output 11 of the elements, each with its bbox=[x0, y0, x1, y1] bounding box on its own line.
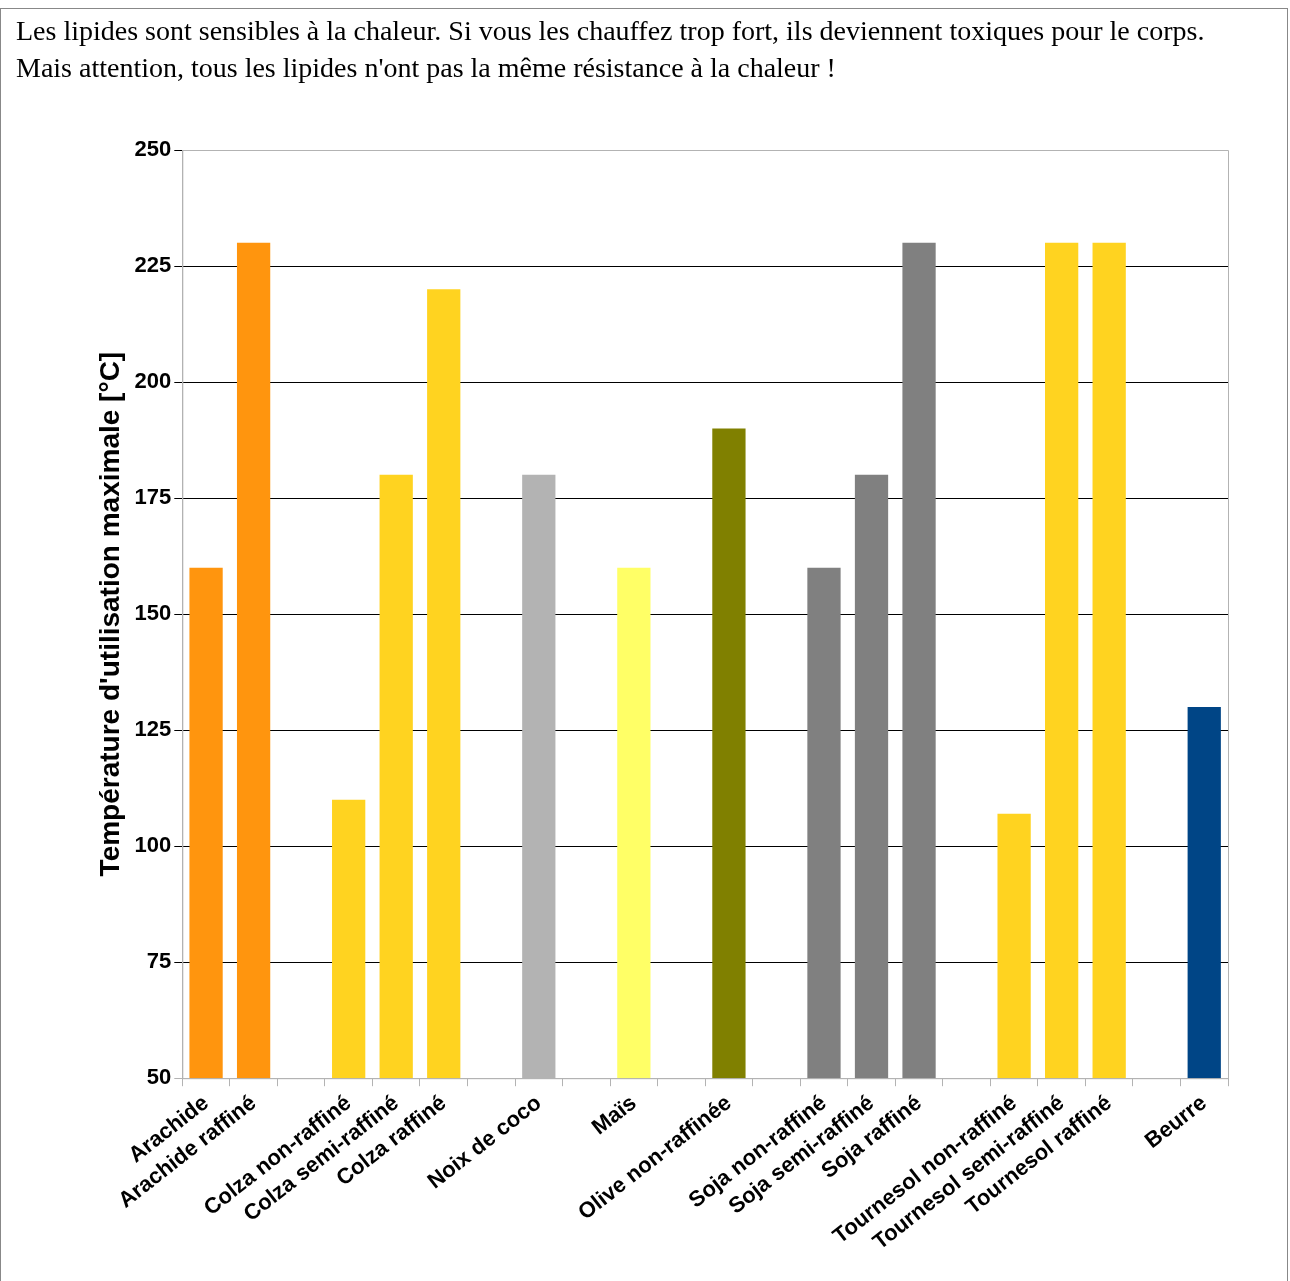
y-axis-title: Température d'utilisation maximale [°C] bbox=[93, 351, 125, 877]
y-tick-label: 150 bbox=[134, 600, 172, 626]
y-tick-label: 50 bbox=[146, 1064, 172, 1090]
y-tick-label: 100 bbox=[134, 832, 172, 858]
y-tick-label: 250 bbox=[134, 136, 172, 162]
y-tick-label: 225 bbox=[134, 252, 172, 278]
y-tick-label: 175 bbox=[134, 484, 172, 510]
y-tick-label: 200 bbox=[134, 368, 172, 394]
y-tick-label: 125 bbox=[134, 716, 172, 742]
chart-title: Les lipides sont sensibles à la chaleur. Si vous les chauffez trop fort, ils deviennent toxiques pour le corps. Mais attention, tous les lipides n'ont pas la même résistance à la chaleur ! bbox=[16, 14, 1206, 85]
y-tick-label: 75 bbox=[146, 948, 172, 974]
